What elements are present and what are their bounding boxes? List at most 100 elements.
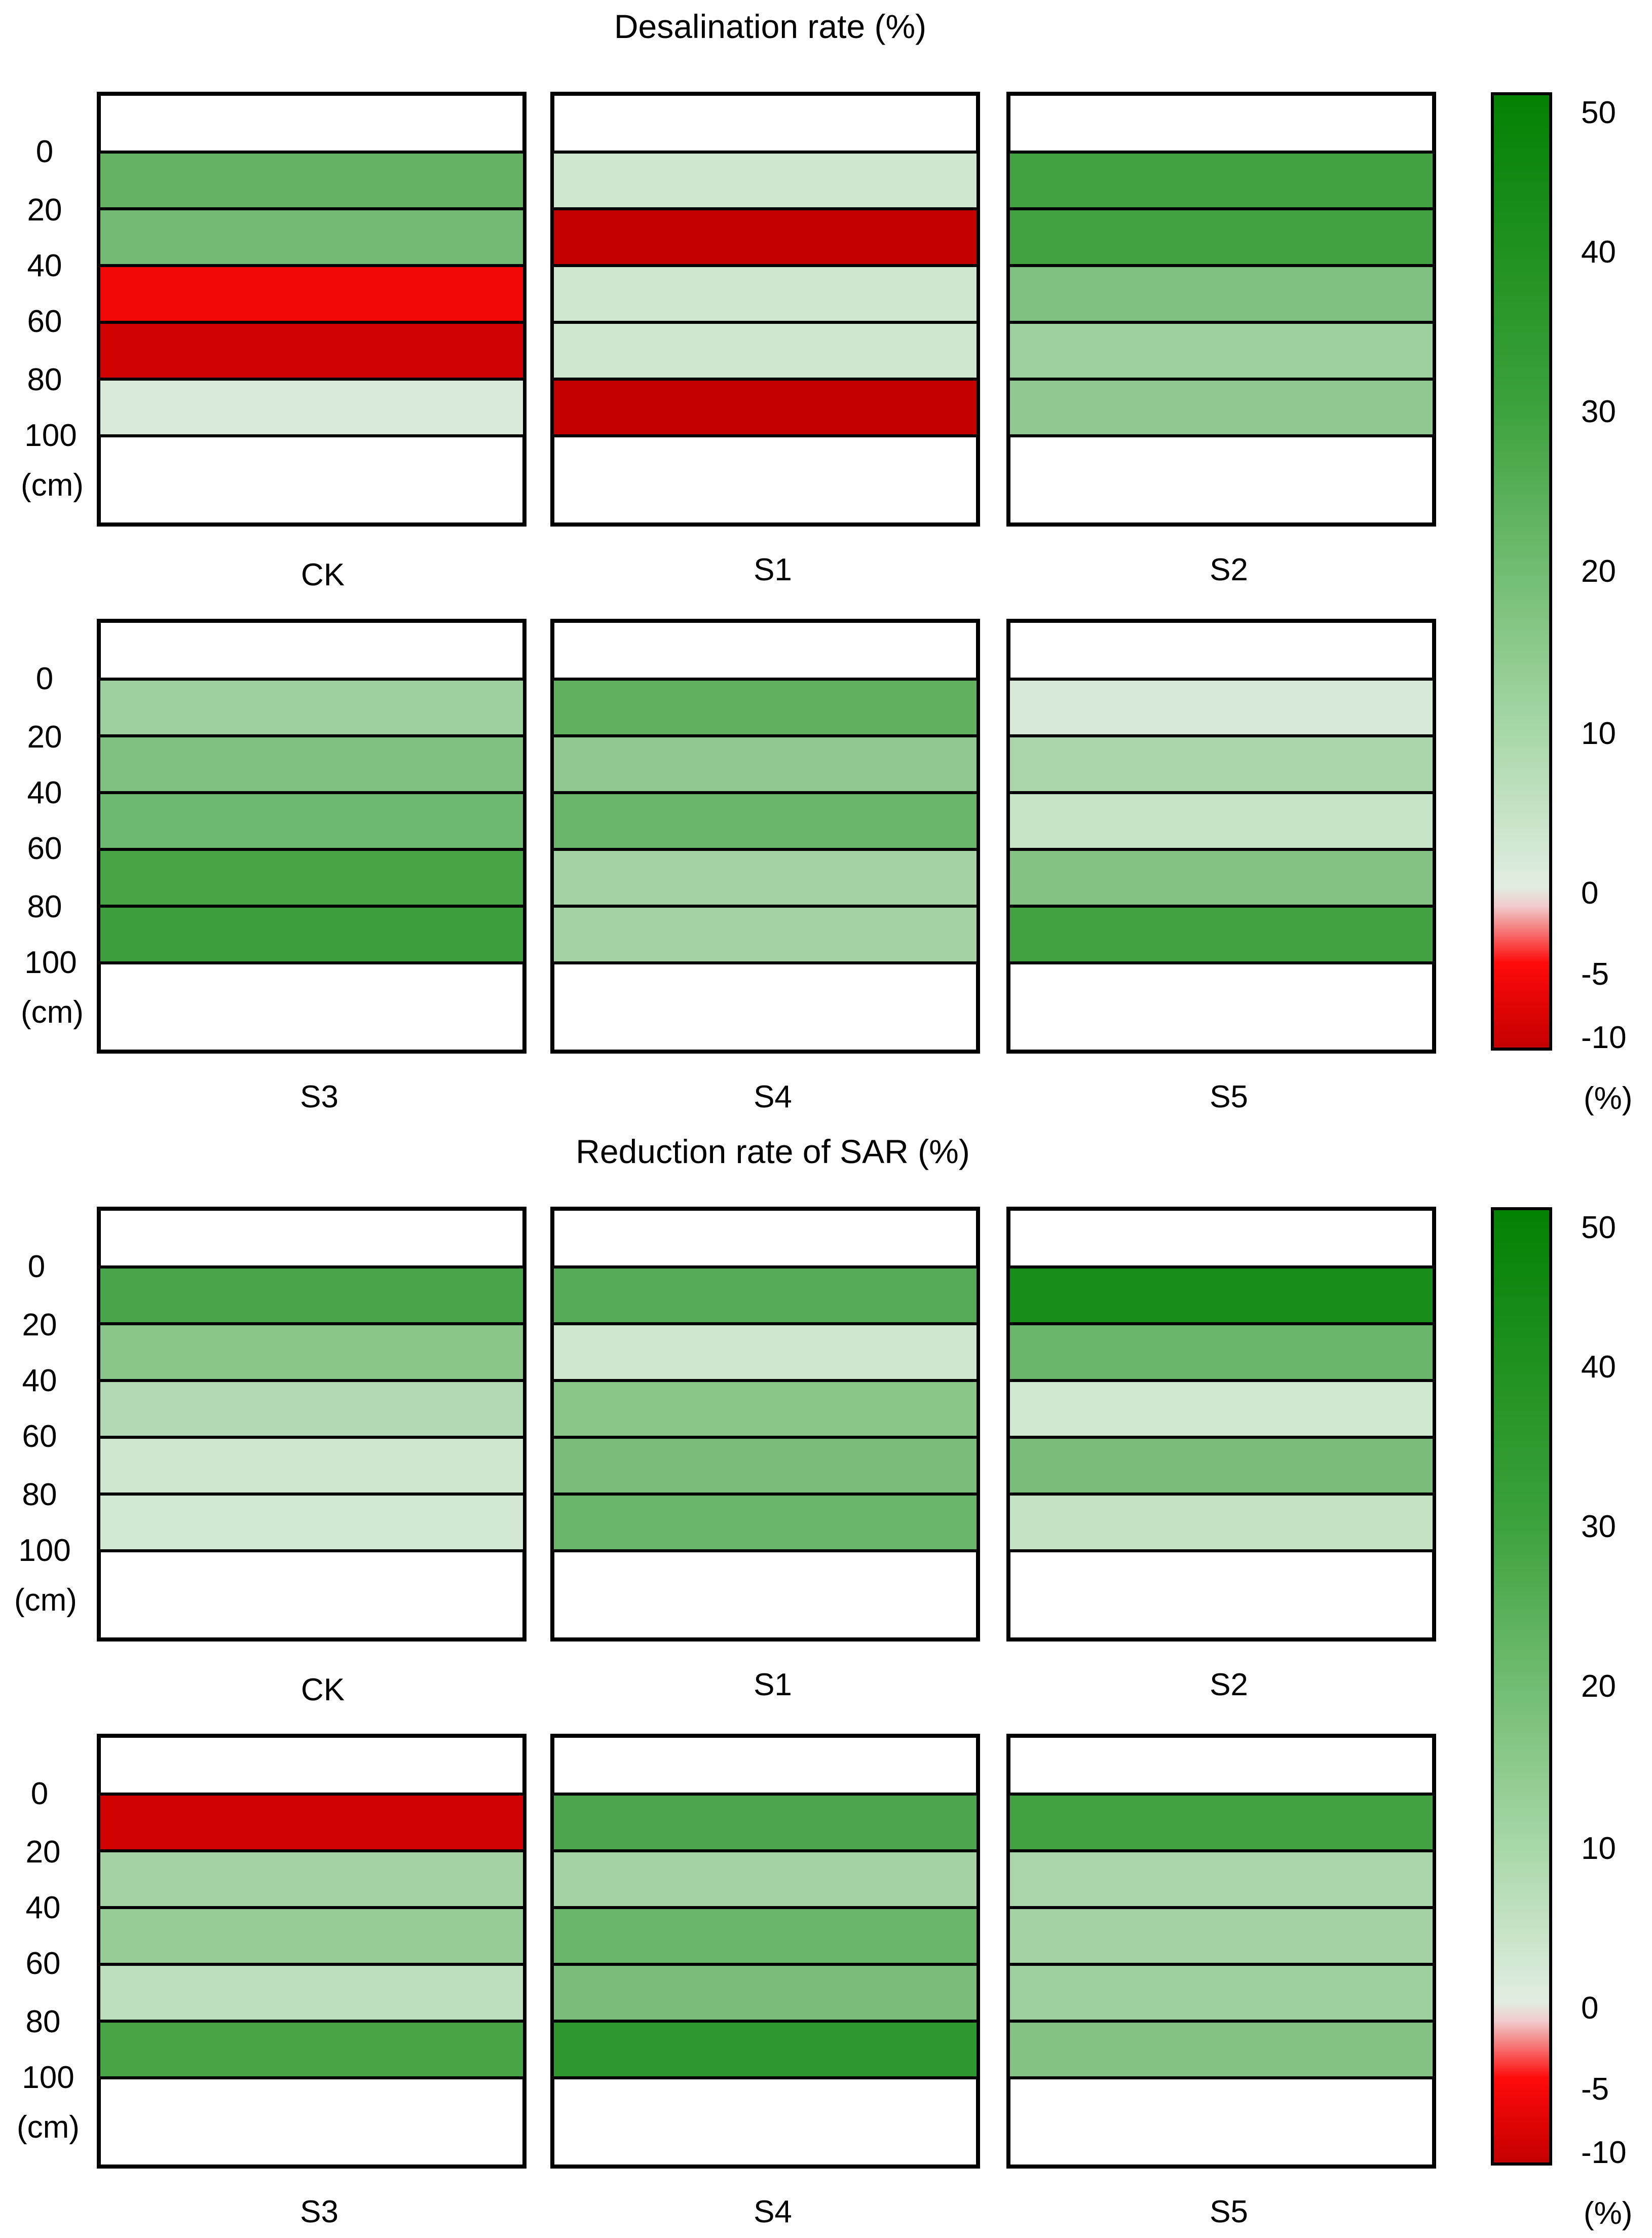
depth-tick: 80: [27, 889, 62, 924]
depth-unit: (cm): [21, 468, 84, 503]
depth-tick: 0: [28, 1249, 45, 1284]
heatmap-cell: [1007, 1963, 1436, 2023]
heatmap-cell: [551, 1379, 980, 1439]
heatmap-cell: [97, 1963, 526, 2023]
heatmap-cell: [1007, 1379, 1436, 1439]
colorbar-unit: (%): [1584, 1081, 1632, 1116]
heatmap-cell: [1007, 321, 1436, 381]
depth-tick: 20: [26, 1835, 61, 1870]
depth-tick: 80: [26, 2004, 61, 2039]
heatmap-cell: [1007, 791, 1436, 851]
depth-tick: 40: [27, 775, 62, 810]
depth-tick: 80: [27, 362, 62, 397]
heatmap-cell: [97, 1906, 526, 1966]
depth-axis: 0 20 40 60 80 100 (cm): [21, 661, 84, 1030]
facet-s1: S1: [550, 1207, 980, 1702]
facet-s3: S3: [97, 1734, 527, 2229]
facet-cells: [1006, 619, 1436, 1054]
depth-tick: 100: [18, 1533, 70, 1568]
facet-ck: CK: [97, 1207, 527, 1707]
heatmap-cell: [551, 264, 980, 324]
heatmap-cell: [551, 1849, 980, 1909]
heatmap-cell: [1007, 1793, 1436, 1852]
heatmap-cell: [97, 1493, 526, 1552]
figure-title: Desalination rate (%): [614, 8, 926, 45]
colorbar-gradient: [1491, 92, 1552, 1051]
depth-tick: 20: [27, 720, 62, 755]
heatmap-cell: [551, 1906, 980, 1966]
facet-cells: [97, 1207, 527, 1642]
depth-tick: 60: [27, 304, 62, 339]
depth-tick: 40: [27, 248, 62, 283]
colorbar-tick: 20: [1581, 1669, 1616, 1704]
facet-cells: [1006, 1207, 1436, 1642]
colorbar: 50 40 30 20 10 0 -5 -10 (%): [1491, 92, 1632, 1116]
facet-s5: S5: [1006, 619, 1436, 1114]
facet-cells: [1006, 92, 1436, 527]
heatmap-cell: [1007, 207, 1436, 267]
depth-axis: 0 20 40 60 80 100 (cm): [14, 1249, 77, 1618]
heatmap-cell: [97, 2020, 526, 2079]
facet-ck: CK: [97, 92, 527, 592]
heatmap-cell: [97, 321, 526, 381]
depth-tick: 100: [24, 418, 77, 453]
colorbar-unit: (%): [1584, 2196, 1632, 2231]
facet-s4: S4: [550, 1734, 980, 2229]
heatmap-cell: [97, 905, 526, 964]
colorbar-tick: 50: [1581, 1210, 1616, 1245]
facet-cells: [550, 1207, 980, 1642]
colorbar-tick: 30: [1581, 394, 1616, 429]
heatmap-cell: [551, 207, 980, 267]
depth-tick: 0: [31, 1776, 48, 1811]
facet-label: S4: [754, 1079, 792, 1114]
depth-unit: (cm): [14, 1583, 77, 1618]
figure-desalination: Desalination rate (%) CK S1 S2 S3 S4 S5 …: [21, 8, 1632, 1116]
heatmap-cell: [1007, 1322, 1436, 1382]
colorbar: 50 40 30 20 10 0 -5 -10 (%): [1491, 1207, 1632, 2231]
depth-tick: 0: [36, 661, 53, 696]
depth-tick: 20: [27, 193, 62, 228]
heatmap-cell: [1007, 905, 1436, 964]
colorbar-tick: 0: [1581, 1991, 1598, 2026]
heatmap-cell: [551, 1963, 980, 2023]
heatmap-cell: [551, 678, 980, 737]
heatmap-cell: [97, 1793, 526, 1852]
facet-label: S5: [1210, 2194, 1248, 2229]
heatmap-cell: [97, 678, 526, 737]
heatmap-cell: [551, 791, 980, 851]
heatmap-cell: [97, 1436, 526, 1496]
colorbar-tick: -10: [1581, 1020, 1627, 1055]
heatmap-cell: [551, 321, 980, 381]
heatmap-cell: [1007, 1265, 1436, 1325]
depth-tick: 100: [24, 945, 77, 980]
depth-unit: (cm): [21, 995, 84, 1030]
facet-label: S2: [1210, 1667, 1248, 1702]
heatmap-cell: [551, 1265, 980, 1325]
heatmap-cell: [551, 2020, 980, 2079]
heatmap-cell: [1007, 678, 1436, 737]
heatmap-cell: [97, 1379, 526, 1439]
heatmap-cell: [551, 1436, 980, 1496]
depth-tick: 80: [22, 1477, 57, 1512]
heatmap-cell: [551, 905, 980, 964]
heatmap-cell: [551, 1322, 980, 1382]
heatmap-cell: [97, 151, 526, 210]
heatmap-cell: [97, 848, 526, 908]
depth-axis: 0 20 40 60 80 100 (cm): [17, 1776, 80, 2145]
depth-unit: (cm): [17, 2110, 80, 2145]
heatmap-cell: [551, 848, 980, 908]
colorbar-gradient: [1491, 1207, 1552, 2166]
heatmap-cell: [1007, 378, 1436, 437]
heatmap-cell: [551, 734, 980, 794]
heatmap-cell: [1007, 1906, 1436, 1966]
heatmap-cell: [97, 1322, 526, 1382]
depth-tick: 40: [26, 1890, 61, 1925]
heatmap-cell: [97, 791, 526, 851]
depth-tick: 100: [22, 2060, 74, 2095]
facet-s3: S3: [97, 619, 527, 1114]
facet-cells: [97, 1734, 527, 2169]
facet-s2: S2: [1006, 92, 1436, 587]
heatmap-cell: [1007, 151, 1436, 210]
heatmap-cell: [97, 1849, 526, 1909]
heatmap-cell: [1007, 734, 1436, 794]
